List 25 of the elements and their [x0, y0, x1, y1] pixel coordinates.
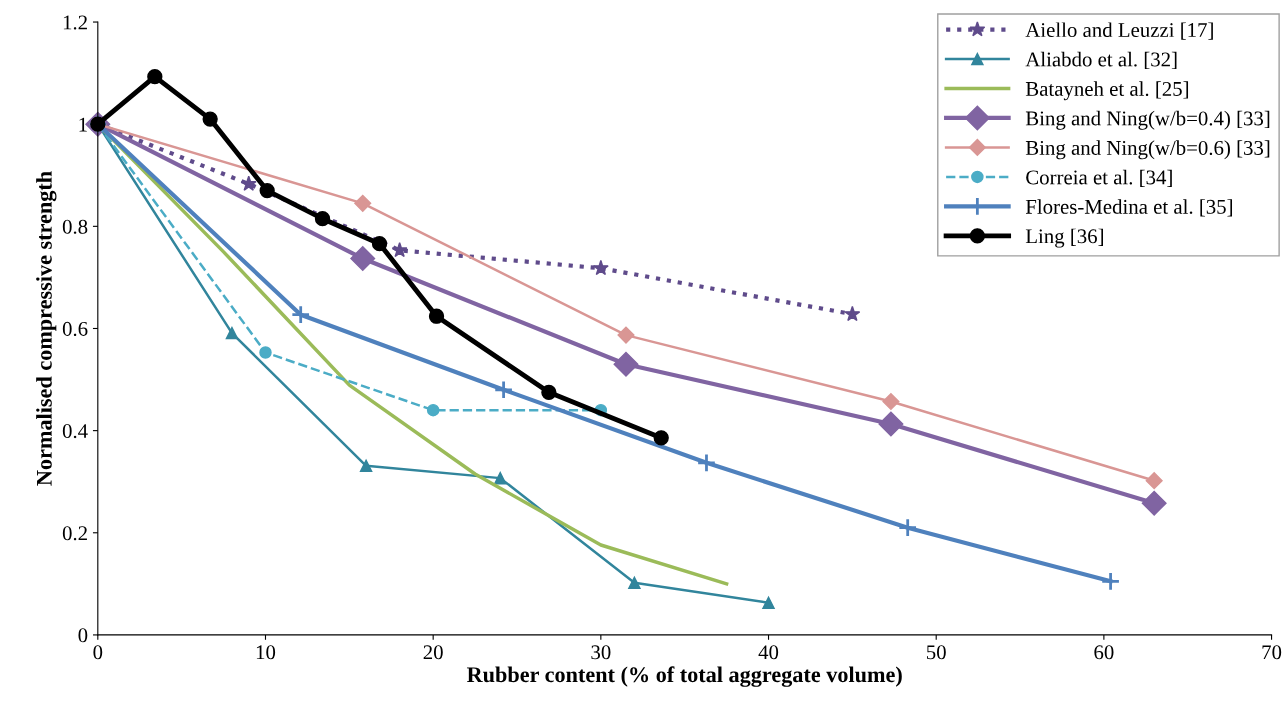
x-tick-label: 30 — [591, 645, 611, 660]
legend-label: Aliabdo et al. [32] — [1025, 51, 1177, 70]
y-axis-title: Normalised compressive strength — [36, 171, 57, 486]
legend-label: Aiello and Leuzzi [17] — [1025, 22, 1213, 40]
y-tick-label: 0.6 — [62, 321, 88, 337]
legend-label: Bing and Ning(w/b=0.4) [33] — [1025, 110, 1270, 130]
legend-label: Ling [36] — [1025, 228, 1103, 248]
y-tick-label: 0.8 — [62, 219, 88, 234]
legend-label: Bing and Ning(w/b=0.6) [33] — [1025, 140, 1270, 160]
y-tick-label: 0.2 — [62, 526, 87, 541]
x-tick-label: 0 — [93, 645, 103, 660]
y-tick-label: 0 — [78, 628, 88, 643]
x-tick-label: 70 — [1262, 645, 1282, 660]
x-tick-label: 20 — [423, 645, 443, 660]
x-tick-label: 40 — [758, 645, 779, 660]
x-tick-label: 60 — [1094, 645, 1114, 660]
x-axis-title: Rubber content (% of total aggregate volume) — [466, 666, 902, 687]
y-tick-label: 0.4 — [62, 424, 88, 439]
x-tick-label: 10 — [256, 645, 276, 660]
legend-label: Correia et al. [34] — [1026, 169, 1172, 188]
legend-label: Flores-Medina et al. [35] — [1025, 199, 1233, 217]
y-tick-label: 1.2 — [63, 15, 87, 30]
x-tick-label: 50 — [926, 645, 946, 660]
legend-label: Batayneh et al. [25] — [1025, 81, 1189, 101]
y-tick-label: 1 — [79, 117, 87, 132]
